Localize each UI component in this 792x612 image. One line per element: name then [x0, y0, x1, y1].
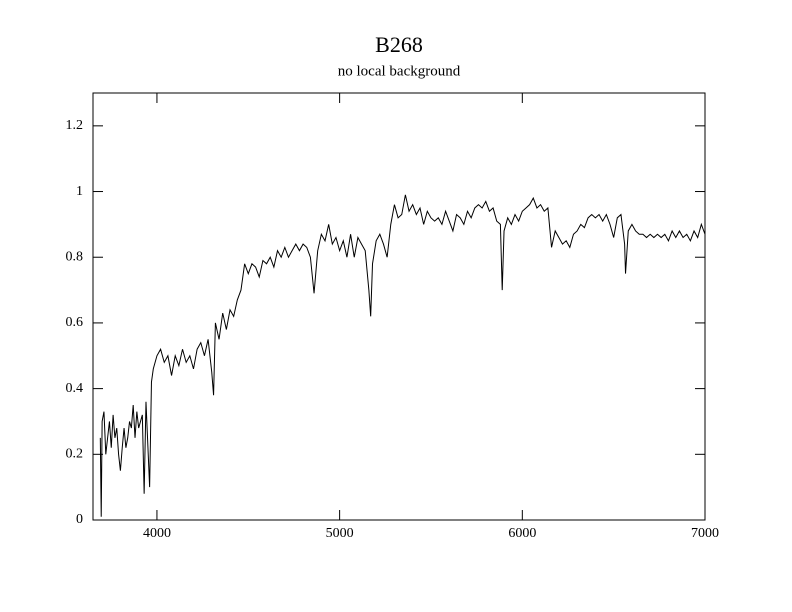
spectrum-line	[99, 194, 706, 517]
chart-subtitle: no local background	[338, 63, 461, 79]
plot-frame	[92, 92, 706, 521]
x-tick-label: 4000	[143, 526, 171, 541]
y-tick-label: 1.2	[66, 118, 84, 133]
y-tick-label: 0	[76, 512, 83, 527]
chart-title: B268	[375, 32, 423, 57]
x-tick-label: 7000	[691, 526, 719, 541]
y-tick-label: 0.6	[66, 315, 84, 330]
x-tick-label: 5000	[326, 526, 354, 541]
y-tick-label: 1	[76, 184, 83, 199]
y-tick-label: 0.4	[66, 381, 84, 396]
y-tick-label: 0.8	[66, 249, 84, 264]
x-tick-label: 6000	[508, 526, 536, 541]
y-tick-label: 0.2	[66, 447, 84, 462]
